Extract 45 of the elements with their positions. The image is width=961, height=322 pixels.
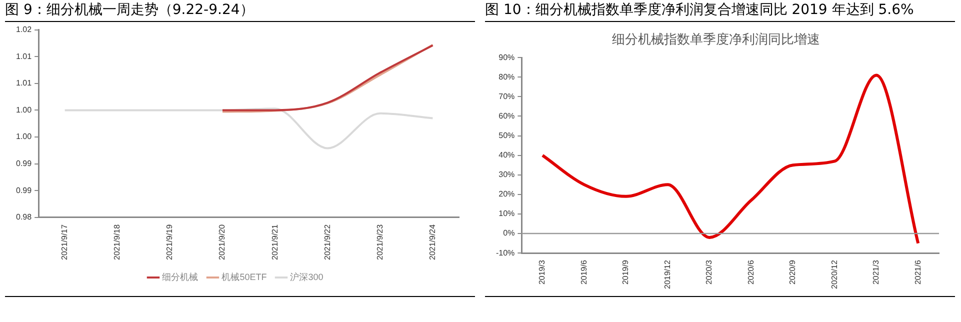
legend-label: 细分机械 — [162, 272, 198, 282]
y-tick-label: 1.01 — [16, 52, 32, 61]
y-tick-label: -10% — [496, 248, 515, 258]
x-tick-label: 2021/9/22 — [322, 224, 332, 260]
x-tick-label: 2021/3 — [872, 260, 881, 285]
y-tick-label: 1.00 — [16, 105, 32, 114]
y-tick-label: 0.98 — [16, 212, 32, 222]
x-tick-label: 2021/9/19 — [165, 224, 174, 260]
line-series — [541, 74, 920, 245]
x-tick-label: 2020/6 — [746, 260, 756, 285]
x-tick-label: 2020/12 — [830, 260, 839, 290]
y-tick-label: 80% — [498, 72, 515, 82]
y-tick-label: 1.02 — [16, 25, 32, 34]
y-tick-label: 60% — [498, 111, 515, 120]
line-series — [64, 108, 434, 150]
x-tick-label: 2019/3 — [538, 260, 547, 285]
y-tick-label: 40% — [498, 150, 515, 160]
x-tick-label: 2020/3 — [704, 260, 714, 285]
x-tick-label: 2021/9/18 — [112, 224, 122, 260]
legend-label: 沪深300 — [290, 272, 324, 282]
x-tick-label: 2020/9 — [788, 260, 798, 285]
x-tick-label: 2021/6 — [913, 260, 922, 285]
y-tick-label: 90% — [498, 52, 515, 62]
legend-label: 机械50ETF — [222, 272, 268, 282]
y-tick-label: 1.00 — [16, 132, 32, 142]
x-tick-label: 2021/9/17 — [60, 224, 70, 260]
x-tick-label: 2021/9/20 — [218, 224, 227, 260]
chart-title: 图 9：细分机械一周走势（9.22-9.24） — [5, 0, 475, 22]
y-tick-label: 70% — [498, 92, 515, 101]
chart-subtitle: 细分机械指数单季度净利润同比增速 — [612, 31, 820, 46]
y-tick-label: 1.01 — [16, 78, 32, 88]
y-tick-label: 10% — [498, 209, 515, 218]
x-tick-label: 2019/12 — [662, 260, 672, 290]
x-tick-label: 2021/9/24 — [428, 224, 437, 260]
y-tick-label: 50% — [498, 130, 515, 140]
x-tick-label: 2021/9/23 — [375, 224, 384, 260]
y-tick-label: 20% — [498, 190, 515, 199]
x-tick-label: 2019/9 — [621, 260, 630, 285]
chart-title: 图 10：细分机械指数单季度净利润复合增速同比 2019 年达到 5.6% — [485, 0, 955, 22]
y-tick-label: 0% — [503, 228, 515, 238]
y-tick-label: 0.99 — [16, 186, 32, 195]
y-tick-label: 30% — [498, 170, 515, 180]
x-tick-label: 2021/9/21 — [270, 224, 280, 260]
y-tick-label: 0.99 — [16, 159, 32, 168]
x-tick-label: 2019/6 — [579, 260, 588, 285]
